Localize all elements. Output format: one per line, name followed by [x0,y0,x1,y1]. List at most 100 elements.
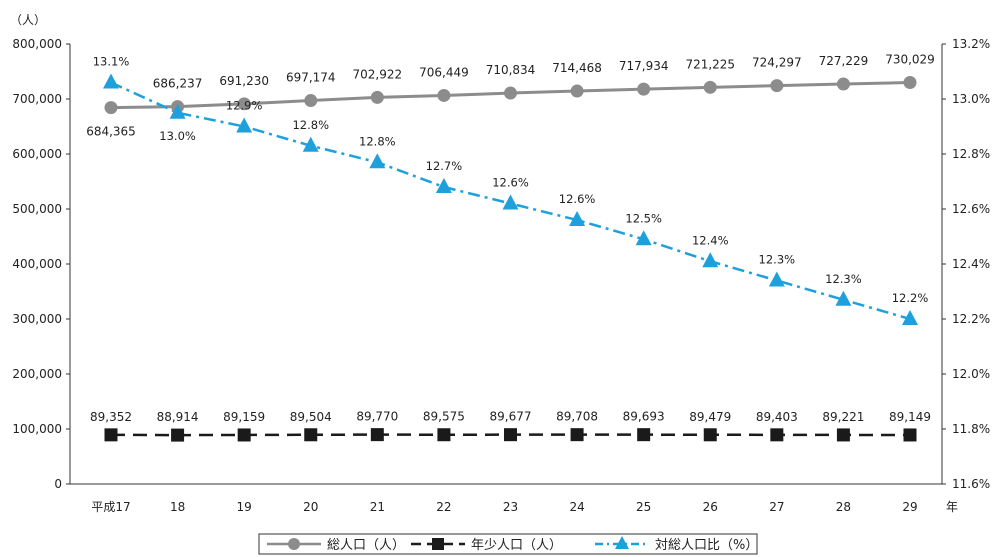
ratio-point [103,73,119,89]
x-tick-label: 23 [503,500,518,514]
x-tick-label: 平成17 [91,500,130,514]
youth-population-point [171,428,185,442]
youth-population-label: 89,575 [423,410,465,424]
y-right-tick-label: 11.8% [952,422,990,436]
y-left-tick-label: 300,000 [12,312,62,326]
total-population-label: 686,237 [153,77,203,91]
x-tick-label: 22 [436,500,451,514]
x-tick-label: 27 [769,500,784,514]
youth-population-label: 89,352 [90,410,132,424]
youth-population-point [570,428,584,442]
ratio-point [835,290,852,306]
youth-population-point [104,428,118,442]
total-population-label: 727,229 [819,54,869,68]
total-population-point [770,79,784,93]
y-left-tick-label: 700,000 [12,92,62,106]
ratio-label: 12.6% [492,176,529,190]
legend-label: 総人口（人） [327,538,405,553]
ratio-point [169,103,186,119]
ratio-point [502,194,519,210]
total-population-point [237,97,251,111]
y-left-tick-label: 200,000 [12,367,62,381]
x-tick-label: 28 [836,500,851,514]
y-right-tick-label: 13.0% [952,92,990,106]
youth-population-point [237,428,251,442]
axes: 0 100,000 200,000 300,000 400,000 500,000 600,… [10,13,990,514]
x-tick-label: 20 [303,500,318,514]
total-population-label: 714,468 [552,61,602,75]
youth-population-label: 89,159 [223,410,265,424]
total-population-point [504,86,517,100]
ratio-label: 12.5% [625,211,662,225]
ratio-label: 13.1% [93,55,130,69]
ratio-point [768,271,785,287]
series-layer: 684,365 686,237 691,230 697,174 702,922 706,4… [86,52,935,442]
ratio-label: 13.0% [159,129,196,143]
y-right-tick-label: 12.0% [952,367,990,381]
x-tick-label: 18 [170,500,185,514]
ratio-label: 12.8% [292,118,329,132]
youth-population-point [304,428,318,442]
youth-population-label: 88,914 [157,410,199,424]
x-tick-label: 21 [370,500,385,514]
youth-population-label: 89,403 [756,410,798,424]
x-tick-label: 24 [569,500,584,514]
youth-population-label: 89,708 [556,410,598,424]
youth-population-label: 89,149 [889,410,931,424]
ratio-point [569,211,586,226]
total-population-label: 684,365 [86,125,136,139]
total-population-label: 702,922 [353,67,403,81]
total-population-label: 691,230 [219,74,269,88]
total-population-label: 730,029 [885,52,935,66]
total-population-point [304,94,318,108]
ratio-label: 12.7% [426,159,463,173]
ratio-label: 12.4% [692,233,729,247]
youth-population-label: 89,677 [490,410,532,424]
legend-label: 年少人口（人） [471,538,562,553]
youth-population-point [504,428,517,442]
ratio-label: 12.3% [759,253,796,267]
y-right-tick-label: 12.2% [952,312,990,326]
youth-population-point [437,428,451,442]
x-tick-label: 25 [636,500,651,514]
youth-population-label: 89,479 [689,410,731,424]
youth-population-label: 89,504 [290,410,332,424]
youth-population-label: 89,693 [623,410,665,424]
y-left-tick-label: 800,000 [12,37,62,51]
total-population-label: 724,297 [752,56,802,70]
y-left-tick-label: 500,000 [12,202,62,216]
total-population-point [836,77,850,91]
youth-population-point [370,428,384,442]
ratio-point [302,136,319,152]
y-right-tick-label: 12.8% [952,147,990,161]
ratio-point [236,117,253,133]
ratio-point [902,310,918,325]
youth-population-point [903,428,917,442]
total-population-point [703,80,717,94]
ratio-point [635,230,652,246]
ratio-point [369,153,386,169]
youth-population-point [836,428,850,442]
y-unit-label: （人） [10,13,46,27]
x-unit-label: 年 [946,500,958,514]
legend-square-marker [432,538,444,550]
youth-population-label: 89,221 [822,410,864,424]
total-population-label: 706,449 [419,65,469,79]
y-right-tick-label: 13.2% [952,37,990,51]
ratio-label: 12.9% [226,99,263,113]
total-population-label: 710,834 [486,63,536,77]
legend: 総人口（人） 年少人口（人） 対総人口比（%） [258,533,758,555]
total-population-point [370,90,384,104]
x-tick-label: 26 [703,500,718,514]
x-tick-label: 19 [237,500,252,514]
ratio-label: 12.6% [559,192,596,206]
ratio-label: 12.3% [825,272,862,286]
y-left-tick-label: 100,000 [12,422,62,436]
y-right-tick-label: 11.6% [952,477,990,491]
y-left-tick-label: 600,000 [12,147,62,161]
x-tick-label: 29 [902,500,917,514]
ratio-label: 12.8% [359,134,396,148]
total-population-point [637,82,651,96]
y-right-tick-label: 12.6% [952,202,990,216]
